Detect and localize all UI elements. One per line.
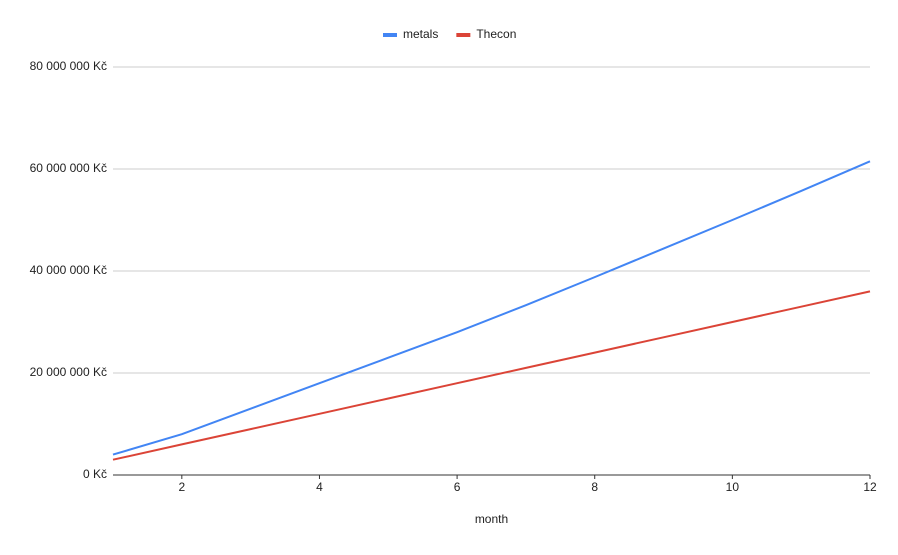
x-tick-label: 6 — [454, 480, 461, 494]
x-tick-label: 8 — [591, 480, 598, 494]
y-tick-label: 80 000 000 Kč — [30, 59, 107, 73]
legend-label: Thecon — [476, 27, 516, 41]
x-tick-label: 10 — [726, 480, 740, 494]
x-tick-label: 12 — [863, 480, 877, 494]
y-tick-label: 0 Kč — [83, 467, 107, 481]
x-tick-label: 4 — [316, 480, 323, 494]
x-axis-label: month — [475, 512, 508, 526]
series-line — [112, 290, 871, 461]
y-tick-label: 40 000 000 Kč — [30, 263, 107, 277]
series-line — [112, 160, 871, 456]
legend-label: metals — [403, 27, 438, 41]
x-tick-label: 2 — [178, 480, 185, 494]
y-tick-label: 20 000 000 Kč — [30, 365, 107, 379]
y-tick-label: 60 000 000 Kč — [30, 161, 107, 175]
